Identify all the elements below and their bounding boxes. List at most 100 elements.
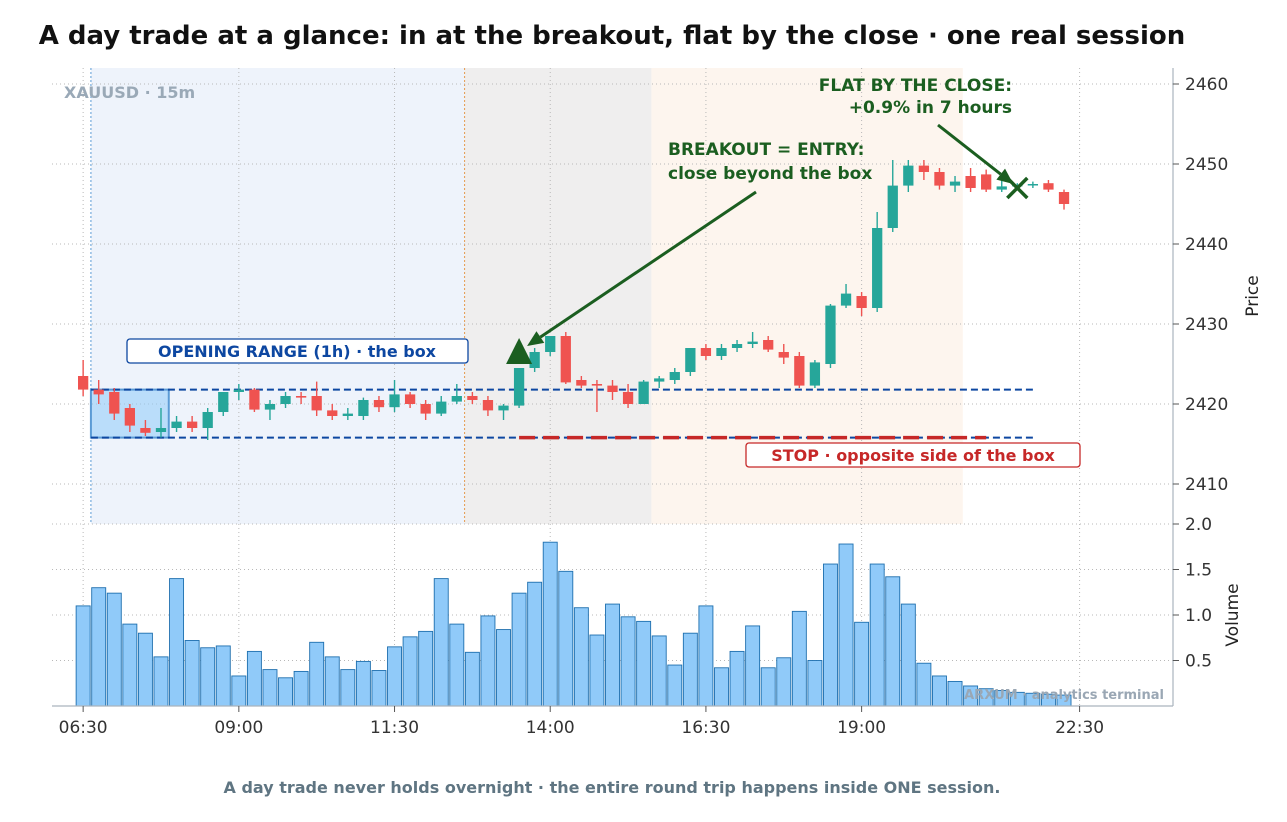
volume-bar: [309, 641, 325, 707]
candle-body: [155, 428, 167, 432]
volume-bar: [137, 632, 153, 707]
candle-body: [124, 408, 135, 426]
volume-bar: [558, 570, 574, 707]
candle-body: [264, 404, 276, 410]
volume-bar: [605, 603, 620, 707]
volume-bar: [106, 592, 122, 707]
opening-range-label: OPENING RANGE (1h) · the box: [158, 342, 437, 361]
volume-bar: [215, 645, 231, 707]
candle-layer: [78, 160, 1070, 440]
volume-bar: [651, 635, 667, 707]
volume-bar: [293, 670, 309, 707]
symbol-label: XAUUSD · 15m: [64, 83, 195, 102]
candle-body: [918, 165, 930, 172]
watermark: ARXUM · analytics terminal: [964, 688, 1164, 703]
candle-body: [451, 396, 462, 402]
volume-bar: [823, 563, 838, 707]
time-tick-label: 06:30: [59, 718, 108, 738]
volume-bar: [200, 647, 216, 707]
volume-bar: [340, 669, 356, 707]
stop-label: STOP · opposite side of the box: [771, 446, 1055, 465]
volume-bar: [75, 605, 91, 707]
candle-body: [794, 356, 805, 386]
volume-bar: [573, 607, 589, 707]
candle-body: [731, 344, 743, 348]
candle-body: [109, 392, 120, 414]
candle-body: [622, 392, 634, 404]
volume-bar: [776, 657, 792, 707]
candle-body: [591, 384, 603, 386]
candle-body: [654, 378, 665, 382]
volume-bar: [542, 541, 558, 707]
candle-body: [840, 293, 852, 306]
volume-bar: [947, 680, 963, 707]
candle-body: [949, 181, 961, 186]
volume-tick-label: 1.5: [1185, 561, 1212, 581]
breakout-annotation-line2: close beyond the box: [668, 164, 872, 184]
opening-range-label-box: [126, 338, 469, 364]
candle-body: [934, 172, 945, 186]
candle-body: [93, 389, 104, 395]
volume-bar: [698, 605, 714, 707]
candle-body: [700, 348, 712, 356]
candle-body: [685, 348, 696, 372]
candle-body: [233, 389, 244, 392]
candle-body: [716, 348, 727, 356]
volume-bar: [231, 675, 247, 707]
price-tick-label: 2420: [1185, 395, 1228, 415]
candle-body: [249, 389, 260, 410]
candle-body: [342, 413, 353, 416]
price-tick-label: 2450: [1185, 155, 1228, 175]
volume-bar: [932, 675, 947, 707]
time-tick-label: 22:30: [1055, 718, 1104, 738]
volume-bar: [527, 581, 543, 707]
price-tick-label: 2460: [1185, 75, 1228, 95]
candle-body: [404, 394, 416, 404]
candle-body: [280, 396, 291, 404]
volume-bar: [916, 662, 932, 707]
volume-bar: [371, 670, 387, 707]
zone-layer: [90, 68, 963, 524]
candle-body: [186, 421, 198, 428]
volume-bar: [745, 625, 761, 707]
volume-bar: [278, 677, 293, 707]
volume-bar: [480, 615, 496, 707]
candle-body: [560, 336, 571, 383]
flat-arrow-head: [996, 168, 1014, 184]
candle-body: [763, 340, 774, 350]
candle-body: [78, 376, 89, 390]
volume-bar: [729, 650, 745, 707]
candle-body: [809, 362, 821, 386]
candle-body: [202, 412, 213, 428]
volume-bar: [184, 640, 200, 707]
breakout-annotation-line1: BREAKOUT = ENTRY:: [668, 140, 864, 160]
candle-body: [669, 372, 680, 380]
candle-body: [218, 392, 229, 412]
candle-body: [778, 352, 789, 358]
candle-body: [1058, 192, 1070, 204]
candle-body: [856, 296, 867, 308]
annotation-layer: XAUUSD · 15m OPENING RANGE (1h) · the bo…: [64, 76, 1164, 797]
volume-bar: [667, 664, 683, 707]
volume-bar: [122, 623, 138, 707]
candle-body: [467, 396, 478, 400]
volume-bar: [433, 578, 449, 707]
candle-body: [327, 410, 338, 416]
price-axis-title: Price: [1243, 275, 1263, 316]
candle-body: [1027, 184, 1039, 186]
candle-body: [420, 404, 431, 414]
time-tick-label: 14:00: [526, 718, 575, 738]
candle-body: [171, 421, 182, 428]
volume-bar: [760, 667, 776, 707]
volume-layer: [75, 541, 1072, 707]
volume-bar: [589, 634, 605, 707]
volume-bar: [496, 629, 511, 707]
volume-bar: [869, 563, 885, 707]
candle-body: [373, 400, 385, 408]
candle-body: [140, 428, 151, 433]
volume-tick-label: 0.5: [1185, 652, 1212, 672]
flat-annotation-line1: FLAT BY THE CLOSE:: [819, 76, 1012, 96]
time-tick-label: 19:00: [837, 718, 886, 738]
candle-body: [545, 336, 556, 352]
